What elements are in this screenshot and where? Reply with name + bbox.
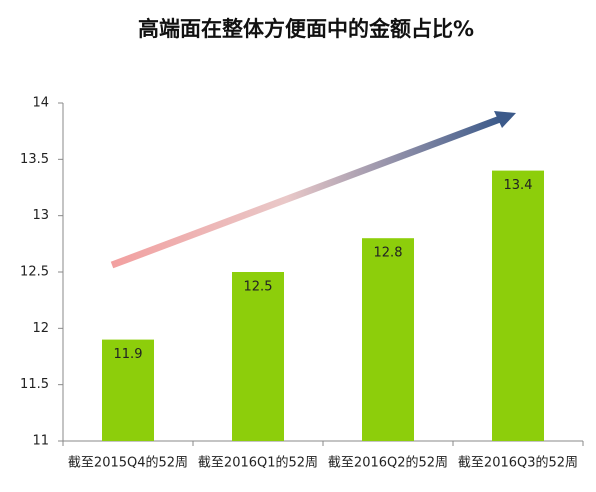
x-tick-label: 截至2016Q2的52周 [328,455,448,471]
bar [492,170,544,441]
y-tick-label: 11.5 [20,377,49,392]
x-tick-label: 截至2016Q1的52周 [198,455,318,471]
x-tick-label: 截至2016Q3的52周 [458,455,578,471]
bar [232,272,284,441]
y-tick-label: 14 [32,96,49,111]
y-tick-label: 13 [32,208,49,223]
data-label: 12.5 [244,280,273,295]
y-tick-label: 12.5 [20,265,49,280]
data-label: 12.8 [374,246,403,261]
x-tick-label: 截至2015Q4的52周 [68,455,188,471]
y-tick-label: 13.5 [20,152,49,167]
bar [362,238,414,441]
arrow-head [494,111,516,128]
bar [102,339,154,441]
chart-title: 高端面在整体方便面中的金额占比% [138,17,474,41]
arrow-shaft [110,115,502,269]
data-label: 13.4 [504,178,533,193]
y-tick-label: 11 [32,434,49,449]
data-label: 11.9 [114,347,143,362]
y-tick-label: 12 [32,321,49,336]
trend-arrow [110,111,516,269]
